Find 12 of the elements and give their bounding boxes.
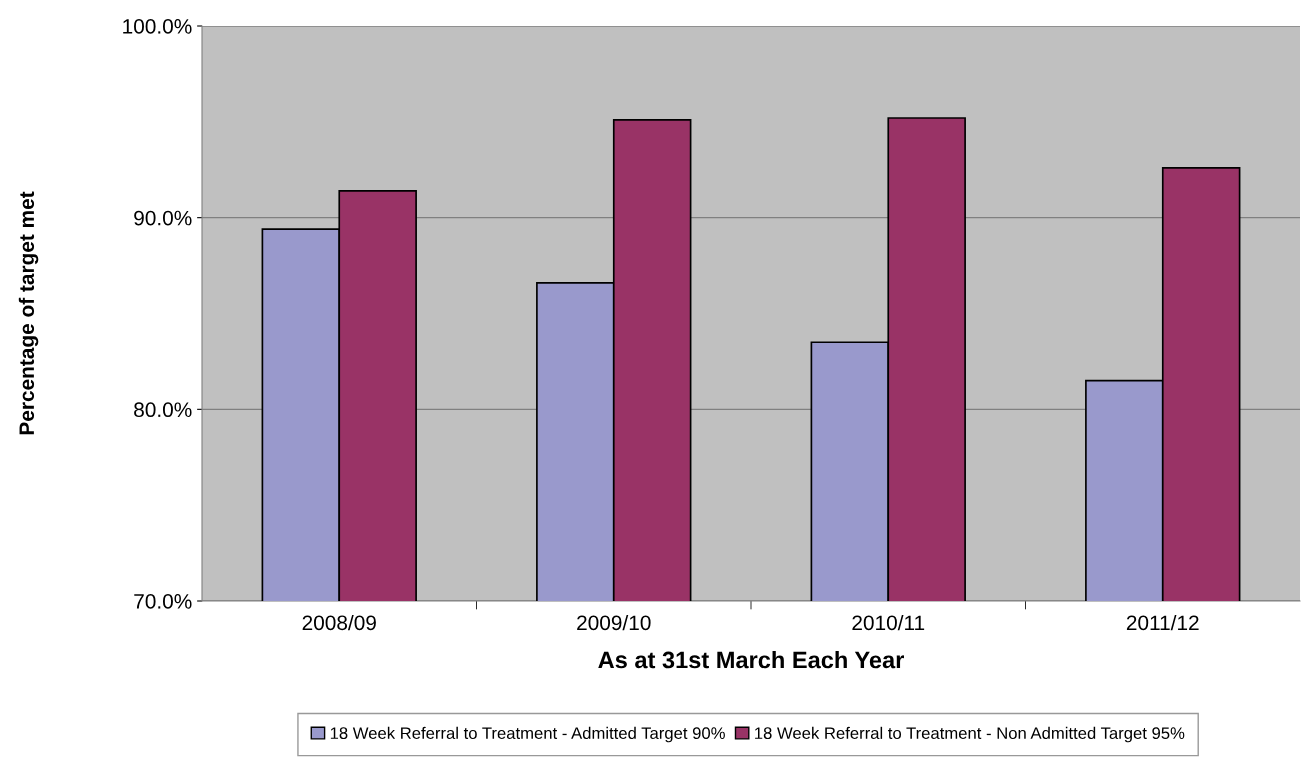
y-axis-title: Percentage of target met [18,191,39,435]
legend-label: 18 Week Referral to Treatment - Non Admitted Target 95% [755,726,1185,743]
x-tick-label: 2011/12 [1126,614,1199,631]
x-axis-title: As at 31st March Each Year [598,650,904,669]
y-tick-label: 80.0% [134,402,192,418]
x-tick-label: 2009/10 [577,614,651,631]
y-tick-label: 100.0% [123,19,192,34]
legend-label: 18 Week Referral to Treatment - Admitted Target 90% [330,726,725,743]
x-tick-label: 2010/11 [852,614,925,631]
y-tick-label: 70.0% [134,594,192,609]
x-tick-label: 2008/09 [302,614,376,631]
y-tick-label: 90.0% [134,210,192,226]
